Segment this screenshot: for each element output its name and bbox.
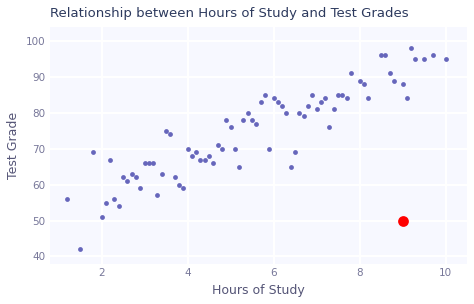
Y-axis label: Test Grade: Test Grade (7, 112, 20, 179)
Point (132, 175, 140, 180)
Point (106, 157, 114, 162)
Point (265, 146, 273, 151)
Point (89, 150, 97, 155)
Point (283, 110, 290, 115)
Point (429, 53, 437, 58)
Point (76, 247, 84, 252)
Point (201, 157, 209, 162)
Point (317, 100, 325, 105)
Point (253, 121, 260, 126)
Point (149, 161, 157, 166)
Point (119, 175, 127, 180)
Point (261, 92, 269, 97)
Point (188, 154, 196, 158)
Point (313, 107, 320, 112)
Point (192, 150, 200, 155)
Point (137, 186, 144, 191)
Point (102, 200, 109, 205)
Point (287, 164, 294, 169)
Point (278, 103, 286, 108)
Point (231, 146, 239, 151)
Point (98, 215, 105, 219)
Point (390, 78, 398, 83)
Point (154, 193, 161, 198)
Point (218, 146, 226, 151)
Point (111, 197, 118, 202)
Point (334, 92, 342, 97)
Point (382, 53, 389, 58)
Point (124, 179, 131, 184)
Point (411, 57, 419, 61)
Point (236, 164, 243, 169)
Text: Relationship between Hours of Study and Test Grades: Relationship between Hours of Study and … (50, 7, 409, 20)
Point (145, 161, 153, 166)
Point (64, 197, 71, 202)
Point (347, 71, 355, 76)
Point (309, 92, 316, 97)
Point (377, 53, 385, 58)
Point (304, 103, 312, 108)
Point (356, 78, 364, 83)
Point (403, 96, 410, 101)
Point (175, 182, 183, 187)
Point (248, 118, 256, 123)
Point (343, 96, 350, 101)
Point (141, 161, 148, 166)
Point (162, 128, 170, 133)
Point (180, 186, 187, 191)
Point (360, 82, 368, 87)
Point (300, 114, 308, 119)
Point (270, 96, 277, 101)
Point (197, 157, 204, 162)
Point (274, 100, 282, 105)
Point (386, 71, 393, 76)
Point (292, 150, 299, 155)
Point (115, 204, 123, 209)
Point (158, 171, 165, 176)
Point (399, 82, 406, 87)
Point (171, 175, 179, 180)
Point (326, 125, 333, 130)
Point (257, 100, 264, 105)
Point (210, 161, 217, 166)
Point (330, 107, 337, 112)
Point (128, 171, 136, 176)
Point (338, 92, 346, 97)
Point (214, 143, 221, 147)
Point (240, 118, 247, 123)
X-axis label: Hours of Study: Hours of Study (212, 284, 305, 297)
Point (321, 96, 329, 101)
Point (244, 110, 252, 115)
Point (205, 154, 213, 158)
Point (442, 57, 449, 61)
Point (296, 110, 303, 115)
Point (222, 118, 230, 123)
Point (184, 146, 191, 151)
Point (420, 57, 428, 61)
Point (227, 125, 234, 130)
Point (166, 132, 174, 137)
Point (407, 46, 415, 51)
Point (365, 96, 372, 101)
Point (399, 218, 406, 223)
